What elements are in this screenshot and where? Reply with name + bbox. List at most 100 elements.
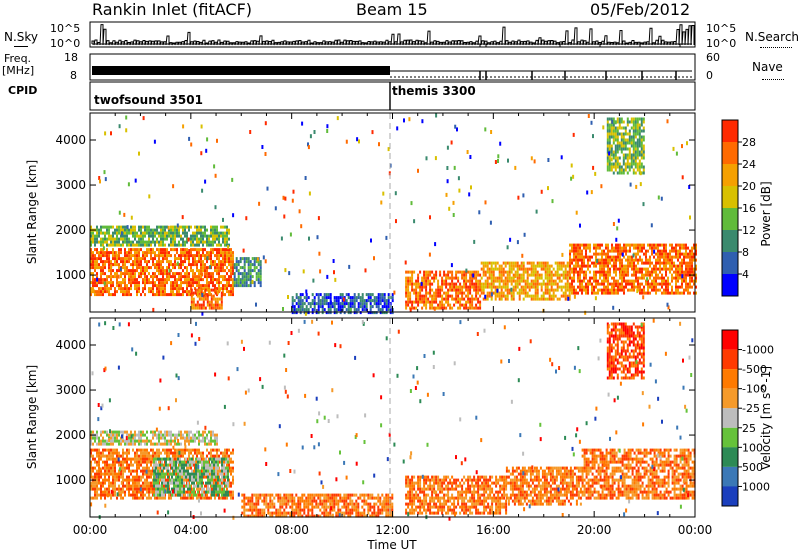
scatter-cell bbox=[228, 228, 230, 232]
scatter-cell bbox=[138, 151, 140, 156]
scatter-cell bbox=[198, 303, 201, 307]
scatter-cell bbox=[155, 460, 157, 464]
scatter-cell bbox=[222, 257, 224, 261]
scatter-cell bbox=[341, 296, 344, 300]
scatter-cell bbox=[665, 291, 667, 295]
scatter-cell bbox=[210, 272, 212, 276]
scatter-cell bbox=[571, 261, 573, 265]
scatter-cell bbox=[486, 294, 489, 298]
scatter-cell bbox=[198, 243, 200, 247]
scatter-cell bbox=[150, 484, 152, 488]
scatter-cell bbox=[433, 297, 436, 301]
scatter-cell bbox=[162, 275, 164, 279]
scatter-cell bbox=[212, 297, 215, 301]
scatter-cell bbox=[188, 228, 190, 232]
scatter-cell bbox=[214, 248, 216, 252]
scatter-cell bbox=[110, 469, 112, 473]
scatter-cell bbox=[522, 297, 525, 301]
freq-unit-label: [MHz] bbox=[2, 64, 35, 77]
scatter-cell bbox=[611, 246, 613, 250]
scatter-cell bbox=[623, 291, 625, 295]
scatter-cell bbox=[610, 165, 613, 169]
scatter-cell bbox=[687, 282, 689, 286]
scatter-cell bbox=[631, 288, 633, 292]
scatter-cell bbox=[232, 287, 234, 291]
scatter-cell bbox=[573, 252, 575, 256]
scatter-cell bbox=[264, 152, 267, 156]
scatter-cell bbox=[159, 475, 161, 479]
scatter-cell bbox=[118, 281, 120, 285]
scatter-cell bbox=[136, 278, 138, 282]
scatter-cell bbox=[98, 257, 100, 261]
scatter-cell bbox=[633, 288, 635, 292]
scatter-cell bbox=[620, 135, 623, 139]
scatter-cell bbox=[257, 263, 260, 267]
scatter-cell bbox=[154, 454, 156, 458]
scatter-cell bbox=[166, 269, 168, 273]
scatter-cell bbox=[204, 240, 206, 244]
scatter-cell bbox=[188, 260, 190, 264]
scatter-cell bbox=[150, 290, 152, 294]
scatter-cell bbox=[190, 243, 192, 247]
scatter-cell bbox=[317, 311, 320, 315]
scatter-cell bbox=[178, 290, 180, 294]
scatter-cell bbox=[138, 475, 140, 479]
scatter-cell bbox=[417, 303, 420, 307]
scatter-cell bbox=[216, 225, 218, 229]
scatter-cell bbox=[589, 249, 591, 253]
scatter-cell bbox=[448, 206, 451, 211]
scatter-cell bbox=[522, 291, 525, 295]
scatter-cell bbox=[615, 237, 618, 242]
scatter-cell bbox=[218, 281, 220, 285]
scatter-cell bbox=[168, 268, 171, 273]
scatter-cell bbox=[124, 266, 126, 270]
scatter-cell bbox=[230, 272, 232, 276]
scatter-cell bbox=[585, 255, 587, 259]
scatter-cell bbox=[192, 263, 194, 267]
scatter-cell bbox=[140, 457, 142, 461]
scatter-cell bbox=[96, 234, 98, 238]
scatter-cell bbox=[435, 300, 438, 304]
scatter-cell bbox=[216, 243, 218, 247]
scatter-cell bbox=[108, 472, 110, 476]
scatter-cell bbox=[663, 291, 665, 295]
scatter-cell bbox=[226, 287, 228, 291]
scatter-cell bbox=[134, 487, 136, 491]
scatter-cell bbox=[162, 272, 164, 276]
scatter-cell bbox=[112, 454, 114, 458]
scatter-cell bbox=[547, 186, 549, 191]
scatter-cell bbox=[112, 469, 114, 473]
scatter-cell bbox=[489, 220, 492, 225]
scatter-cell bbox=[224, 454, 226, 458]
scatter-cell bbox=[419, 282, 422, 286]
scatter-cell bbox=[98, 231, 100, 235]
scatter-cell bbox=[518, 276, 521, 280]
scatter-cell bbox=[160, 278, 162, 282]
scatter-cell bbox=[194, 248, 196, 252]
scatter-cell bbox=[528, 267, 531, 271]
scatter-cell bbox=[176, 228, 178, 232]
scatter-cell bbox=[617, 282, 619, 286]
scatter-cell bbox=[383, 302, 386, 306]
scatter-cell bbox=[190, 234, 192, 238]
scatter-cell bbox=[542, 261, 545, 265]
scatter-cell bbox=[333, 308, 336, 312]
scatter-cell bbox=[249, 284, 252, 288]
scatter-cell bbox=[351, 299, 354, 303]
scatter-cell bbox=[218, 469, 220, 473]
scatter-cell bbox=[192, 300, 195, 304]
scatter-cell bbox=[552, 273, 555, 277]
scatter-cell bbox=[691, 246, 693, 250]
scatter-cell bbox=[100, 484, 102, 488]
scatter-cell bbox=[180, 281, 182, 285]
scatter-cell bbox=[447, 288, 450, 292]
scatter-cell bbox=[643, 276, 645, 280]
scatter-cell bbox=[683, 261, 685, 265]
scatter-cell bbox=[168, 454, 170, 458]
scatter-cell bbox=[498, 273, 501, 277]
scatter-cell bbox=[108, 493, 110, 497]
scatter-cell bbox=[184, 225, 186, 229]
scatter-cell bbox=[687, 252, 689, 256]
scatter-cell bbox=[429, 285, 432, 289]
scatter-cell bbox=[258, 201, 261, 206]
